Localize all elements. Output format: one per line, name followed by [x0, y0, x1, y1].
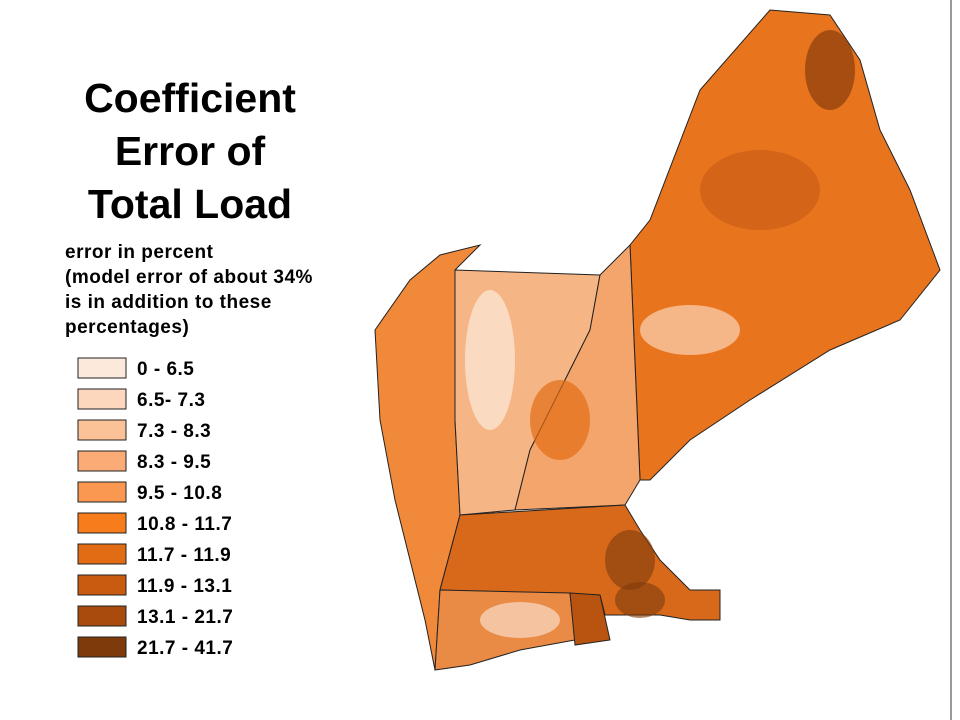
texture — [530, 380, 590, 460]
texture — [700, 150, 820, 230]
legend-label: 21.7 - 41.7 — [137, 638, 233, 659]
legend-label: 7.3 - 8.3 — [137, 421, 211, 442]
legend-swatch — [77, 636, 127, 658]
maine — [629, 9, 941, 481]
legend-label: 11.7 - 11.9 — [137, 545, 231, 566]
legend-swatch — [77, 605, 127, 627]
legend-label: 11.9 - 13.1 — [137, 576, 232, 597]
legend-label: 6.5- 7.3 — [137, 390, 205, 411]
legend-swatch — [77, 574, 127, 596]
title-line: Error of — [115, 128, 266, 174]
texture — [605, 530, 655, 590]
legend-label: 10.8 - 11.7 — [137, 514, 232, 535]
legend-swatch — [77, 450, 127, 472]
legend-swatch — [77, 357, 127, 379]
texture — [805, 30, 855, 110]
subtitle-line: (model error of about 34% — [65, 267, 313, 288]
legend-label: 13.1 - 21.7 — [137, 607, 233, 628]
subtitle-line: percentages) — [65, 317, 189, 338]
legend-label: 9.5 - 10.8 — [137, 483, 222, 504]
subtitle-line: is in addition to these — [65, 292, 272, 313]
subtitle-line: error in percent — [65, 242, 214, 263]
title-line: Coefficient — [84, 75, 296, 121]
map — [374, 9, 941, 671]
legend-label: 0 - 6.5 — [137, 359, 194, 380]
legend-swatch — [77, 543, 127, 565]
rhode-island — [569, 592, 611, 646]
legend-swatch — [77, 388, 127, 410]
legend-swatch — [77, 481, 127, 503]
legend-swatch — [77, 419, 127, 441]
legend-swatch — [77, 512, 127, 534]
title: Coefficient Error of Total Load error in pe… — [65, 75, 313, 338]
texture — [465, 290, 515, 430]
legend: 0 - 6.5 6.5- 7.3 7.3 - 8.3 8.3 - 9.5 9.5 - 1… — [77, 357, 233, 659]
texture — [640, 305, 740, 355]
texture — [615, 582, 665, 618]
texture — [480, 602, 560, 638]
title-line: Total Load — [88, 181, 292, 227]
legend-label: 8.3 - 9.5 — [137, 452, 211, 473]
